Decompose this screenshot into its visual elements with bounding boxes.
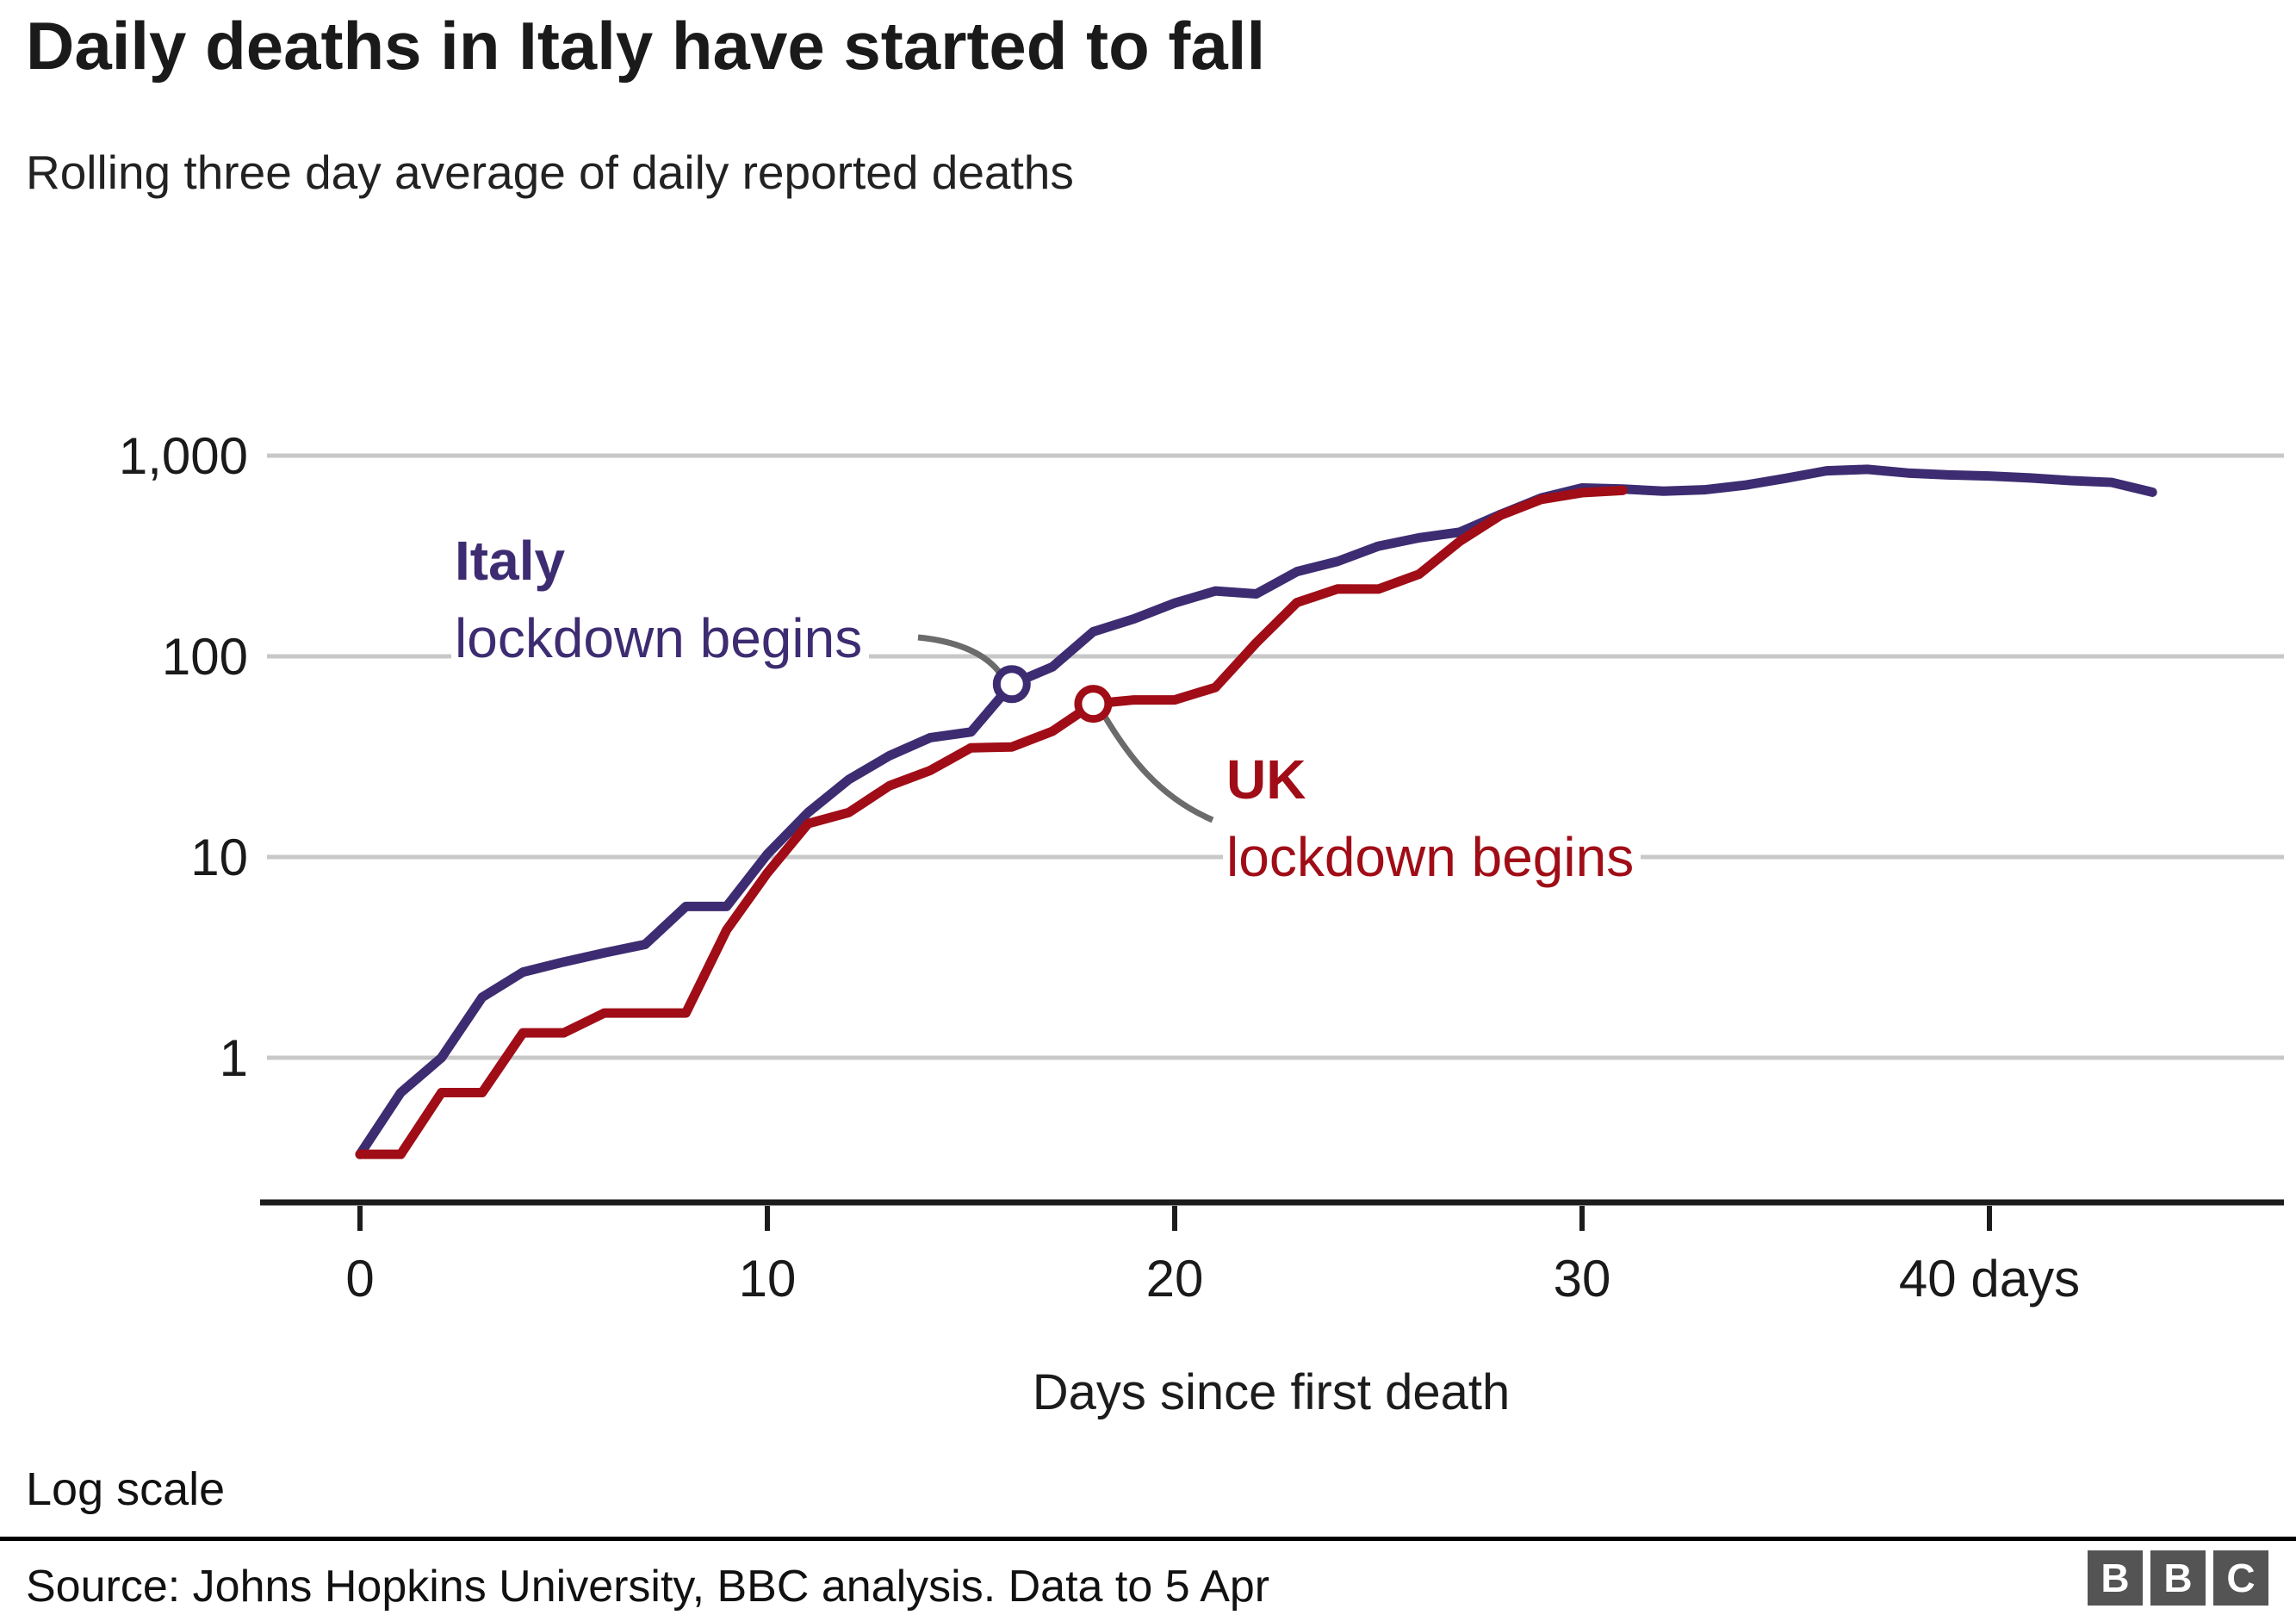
x-axis-title: Days since first death xyxy=(1032,1364,1511,1420)
x-tick-label: 20 xyxy=(1146,1250,1204,1308)
annotation-italy: Italy lockdown begins xyxy=(451,520,870,680)
page-title: Daily deaths in Italy have started to fa… xyxy=(26,8,1266,84)
series-line-uk xyxy=(355,485,1628,1159)
y-tick-label: 100 xyxy=(162,628,248,686)
callouts xyxy=(917,634,1214,823)
y-axis-labels: 1,000 100 10 1 xyxy=(119,427,248,1087)
x-tick-label: 30 xyxy=(1554,1250,1611,1308)
y-tick-label: 10 xyxy=(190,829,248,886)
italy-callout-line xyxy=(917,634,1002,674)
log-scale-note: Log scale xyxy=(26,1463,226,1515)
data-series xyxy=(355,464,2157,1159)
bbc-logo-letter: C xyxy=(2213,1550,2268,1606)
annotation-italy-country: Italy xyxy=(455,530,566,592)
series-line-italy xyxy=(355,464,2157,1159)
footer-divider xyxy=(0,1537,2296,1541)
x-tick-label: 0 xyxy=(345,1250,374,1308)
bbc-logo-letter: B xyxy=(2150,1550,2206,1606)
lockdown-marker-italy xyxy=(992,665,1031,704)
annotation-uk: UK lockdown begins xyxy=(1223,739,1641,899)
annotation-italy-event: lockdown begins xyxy=(455,607,863,669)
x-axis-tick-labels: 0 10 20 30 40 days xyxy=(345,1250,2080,1308)
bbc-logo-letter: B xyxy=(2088,1550,2143,1606)
annotation-uk-event: lockdown begins xyxy=(1226,826,1635,888)
y-tick-label: 1 xyxy=(220,1029,248,1087)
x-tick-label: 40 days xyxy=(1899,1250,2080,1308)
annotation-uk-country: UK xyxy=(1226,748,1306,811)
page-subtitle: Rolling three day average of daily repor… xyxy=(26,146,1074,199)
source-text: Source: Johns Hopkins University, BBC an… xyxy=(26,1562,1270,1612)
uk-callout-line xyxy=(1101,715,1214,823)
lockdown-markers xyxy=(992,665,1113,724)
x-tick-label: 10 xyxy=(739,1250,797,1308)
line-chart: 1,000 100 10 1 0 10 20 30 40 days xyxy=(119,427,2284,1308)
lockdown-marker-uk xyxy=(1074,685,1113,724)
y-tick-label: 1,000 xyxy=(119,427,248,485)
x-axis xyxy=(260,1199,2284,1231)
bbc-logo: B B C xyxy=(2088,1550,2268,1606)
